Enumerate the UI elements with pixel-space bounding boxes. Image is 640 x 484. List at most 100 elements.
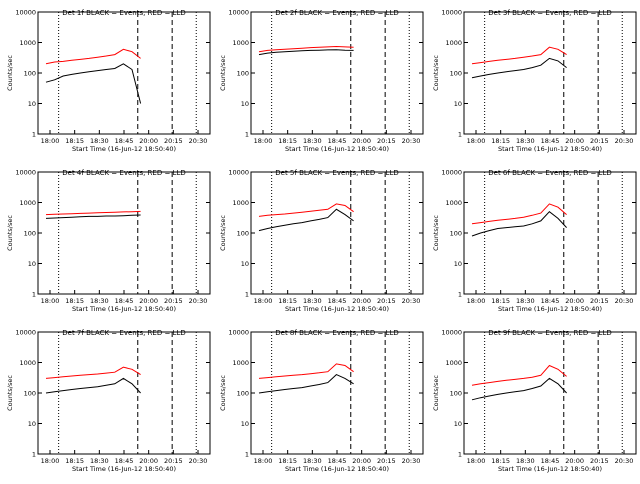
x-tick-label: 18:00 (467, 137, 486, 145)
x-tick-label: 18:30 (90, 297, 109, 305)
x-tick-label: 18:00 (41, 137, 60, 145)
y-tick-label: 10000 (228, 169, 249, 177)
lld-series-line (258, 45, 354, 53)
y-tick-label: 1 (245, 291, 249, 299)
x-axis-label: Start Time (16-Jun-12 18:50:40) (285, 465, 389, 473)
y-tick-label: 1000 (232, 359, 249, 367)
x-tick-label: 18:00 (254, 457, 273, 465)
events-series-line (471, 211, 567, 237)
x-tick-label: 18:15 (65, 137, 84, 145)
x-tick-label: 18:00 (467, 297, 486, 305)
y-tick-label: 1000 (445, 199, 462, 207)
x-tick-label: 18:00 (41, 297, 60, 305)
x-tick-label: 18:45 (115, 297, 134, 305)
y-tick-label: 10 (28, 420, 36, 428)
y-tick-label: 10 (28, 260, 36, 268)
x-tick-label: 18:45 (541, 457, 560, 465)
x-tick-label: 18:15 (491, 137, 510, 145)
x-tick-label: 18:30 (516, 297, 535, 305)
lld-series-line (471, 46, 567, 65)
chart-panel-6: Det 6f BLACK = Events, RED = LLD 1 10 100 10… (432, 169, 637, 313)
x-axis-label: Start Time (16-Jun-12 18:50:40) (72, 145, 176, 153)
x-tick-label: 20:30 (615, 137, 634, 145)
x-tick-label: 20:00 (139, 457, 158, 465)
plot-frame (463, 171, 637, 295)
chart-title: Det 3f BLACK = Events, RED = LLD (488, 9, 611, 17)
y-tick-label: 100 (24, 390, 36, 398)
chart-panel-2: Det 2f BLACK = Events, RED = LLD 1 10 100 10… (219, 9, 424, 153)
y-tick-label: 1 (458, 291, 462, 299)
x-tick-label: 18:30 (303, 297, 322, 305)
plot-frame (463, 331, 637, 455)
x-tick-label: 20:00 (352, 457, 371, 465)
x-tick-label: 18:15 (65, 297, 84, 305)
y-axis-label: Counts/sec (6, 55, 14, 91)
plot-frame (250, 171, 424, 295)
lld-series-line (471, 364, 567, 386)
x-tick-label: 20:30 (402, 297, 421, 305)
y-tick-label: 10 (241, 100, 249, 108)
plot-frame (37, 11, 211, 135)
y-tick-label: 1000 (445, 359, 462, 367)
y-tick-label: 100 (237, 390, 249, 398)
x-tick-label: 18:45 (328, 457, 347, 465)
y-tick-label: 1 (32, 451, 36, 459)
x-axis-label: Start Time (16-Jun-12 18:50:40) (498, 465, 602, 473)
x-tick-label: 18:45 (541, 137, 560, 145)
y-tick-label: 100 (237, 70, 249, 78)
y-tick-label: 100 (450, 230, 462, 238)
x-tick-label: 18:00 (467, 457, 486, 465)
x-tick-label: 18:15 (491, 457, 510, 465)
chart-title: Det 9f BLACK = Events, RED = LLD (488, 329, 611, 337)
y-tick-label: 100 (450, 70, 462, 78)
lld-series-line (45, 48, 141, 65)
y-tick-label: 1000 (19, 359, 36, 367)
y-tick-label: 100 (24, 230, 36, 238)
y-tick-label: 1 (245, 451, 249, 459)
x-tick-label: 20:30 (615, 457, 634, 465)
lld-series-line (45, 210, 141, 216)
y-tick-label: 10 (28, 100, 36, 108)
x-tick-label: 18:30 (303, 137, 322, 145)
x-tick-label: 18:45 (541, 297, 560, 305)
y-tick-label: 10 (454, 260, 462, 268)
y-tick-label: 10 (454, 100, 462, 108)
x-tick-label: 20:30 (615, 297, 634, 305)
x-tick-label: 20:30 (189, 137, 208, 145)
chart-title: Det 7f BLACK = Events, RED = LLD (62, 329, 185, 337)
y-axis-label: Counts/sec (219, 375, 227, 411)
events-series-line (45, 377, 141, 394)
x-tick-label: 20:15 (164, 457, 183, 465)
y-tick-label: 1 (32, 131, 36, 139)
x-tick-label: 20:15 (377, 457, 396, 465)
y-tick-label: 100 (237, 230, 249, 238)
x-tick-label: 20:15 (590, 457, 609, 465)
plot-frame (463, 11, 637, 135)
x-tick-label: 18:30 (90, 137, 109, 145)
x-axis-label: Start Time (16-Jun-12 18:50:40) (498, 145, 602, 153)
y-tick-label: 10000 (15, 169, 36, 177)
y-tick-label: 100 (24, 70, 36, 78)
chart-panel-5: Det 5f BLACK = Events, RED = LLD 1 10 100 10… (219, 169, 424, 313)
plot-frame (37, 171, 211, 295)
y-tick-label: 10000 (228, 329, 249, 337)
x-tick-label: 18:30 (516, 137, 535, 145)
chart-panel-7: Det 7f BLACK = Events, RED = LLD 1 10 100 10… (6, 329, 211, 473)
x-tick-label: 18:30 (516, 457, 535, 465)
lld-series-line (258, 363, 354, 379)
x-tick-label: 20:15 (164, 137, 183, 145)
y-tick-label: 1000 (232, 199, 249, 207)
chart-title: Det 4f BLACK = Events, RED = LLD (62, 169, 185, 177)
y-tick-label: 1 (458, 451, 462, 459)
x-tick-label: 20:15 (377, 297, 396, 305)
events-series-line (258, 374, 354, 394)
y-tick-label: 1 (245, 131, 249, 139)
chart-title: Det 8f BLACK = Events, RED = LLD (275, 329, 398, 337)
x-tick-label: 18:00 (41, 457, 60, 465)
y-tick-label: 10000 (15, 329, 36, 337)
chart-panel-8: Det 8f BLACK = Events, RED = LLD 1 10 100 10… (219, 329, 424, 473)
y-axis-label: Counts/sec (6, 215, 14, 251)
x-tick-label: 20:00 (139, 137, 158, 145)
x-tick-label: 18:15 (278, 457, 297, 465)
